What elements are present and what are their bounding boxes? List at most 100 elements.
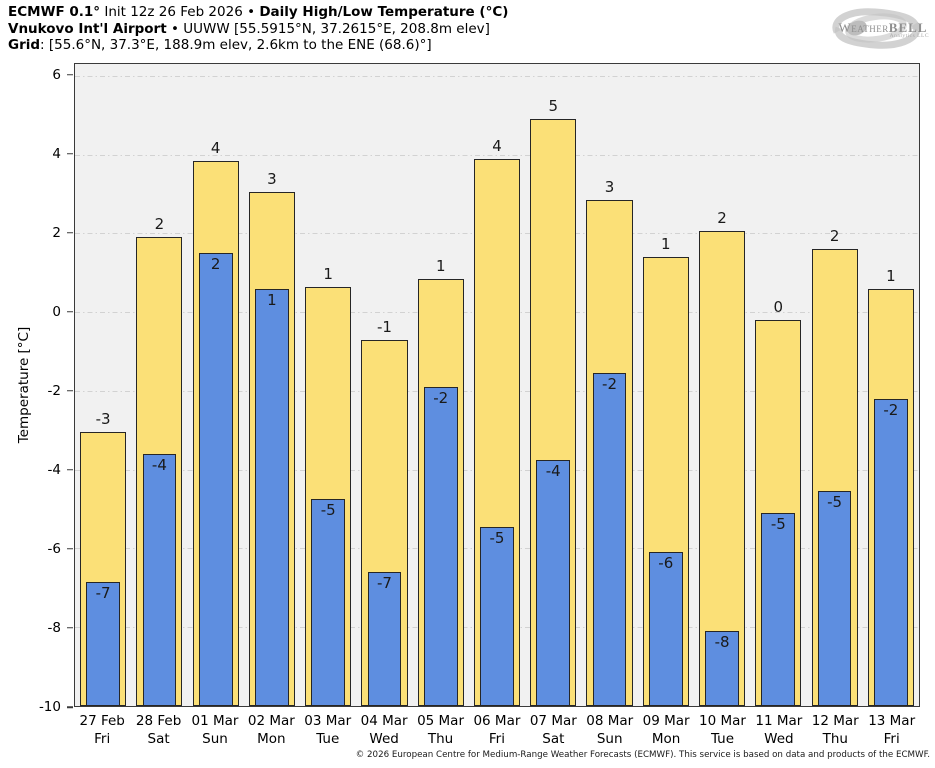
y-tick-mark-2 (67, 232, 73, 234)
low-bar-11-Mar (761, 513, 796, 706)
y-tick-label--8: -8 (47, 619, 61, 636)
x-tick-day: Tue (710, 731, 735, 747)
x-tick-day: Sun (596, 731, 623, 747)
x-tick-day: Fri (94, 731, 111, 747)
high-value-label: 3 (267, 170, 277, 189)
x-tick-date: 12 Mar (811, 713, 859, 729)
logo-subtitle: Analytics LLC (889, 33, 929, 39)
high-value-label: 2 (154, 215, 165, 234)
low-bar-13-Mar (873, 398, 908, 706)
x-tick-01-Mar: 01 Mar Sun (187, 712, 243, 748)
hurricane-swirl-icon (832, 8, 921, 49)
logo-part-bell: BELL (888, 20, 928, 35)
high-value-label: 3 (604, 177, 615, 196)
gridline-6 (75, 75, 919, 77)
header-line-3: Grid: [55.6°N, 37.3°E, 188.9m elev, 2.6k… (8, 37, 508, 54)
y-tick-label-2: 2 (52, 224, 61, 241)
low-bar-07-Mar (536, 459, 571, 706)
low-bar-06-Mar (480, 526, 514, 706)
weatherbell-logo: WeatherBELL Analytics LLC (823, 2, 931, 54)
model-name: ECMWF 0.1° (8, 4, 101, 20)
plot-area: -3 -7 2 -4 4 2 3 1 1 -5 -1 -7 1 -2 4 -5 5 -4 3 -2 1 -6 2 -8 0 -5 2… (74, 63, 920, 707)
low-bar-05-Mar (423, 386, 458, 706)
high-value-label: 4 (492, 136, 502, 155)
logo-wordmark: WeatherBELL (837, 20, 929, 36)
init-time: Init 12z 26 Feb 2026 • (100, 4, 260, 20)
x-tick-day: Thu (822, 731, 848, 747)
x-tick-04-Mar: 04 Mar Wed (356, 712, 412, 748)
low-bar-03-Mar (311, 499, 346, 706)
x-tick-day: Sat (542, 731, 565, 747)
x-tick-day: Mon (651, 731, 681, 747)
y-tick-label--10: -10 (38, 699, 61, 715)
x-tick-day: Mon (257, 731, 286, 747)
high-value-label: -3 (95, 410, 111, 429)
y-tick-mark--10 (67, 706, 73, 708)
x-tick-03-Mar: 03 Mar Tue (300, 712, 356, 748)
high-value-label: 1 (323, 264, 333, 283)
x-tick-day: Sat (147, 731, 170, 747)
x-tick-27-Feb: 27 Feb Fri (74, 712, 130, 748)
x-tick-date: 11 Mar (755, 713, 803, 729)
x-tick-date: 05 Mar (417, 713, 465, 729)
y-tick-mark--8 (67, 627, 73, 629)
x-tick-09-Mar: 09 Mar Mon (638, 712, 694, 748)
y-tick-label--6: -6 (47, 540, 61, 557)
high-value-label: 2 (717, 209, 727, 228)
y-tick-mark--4 (67, 469, 73, 471)
x-tick-13-Mar: 13 Mar Fri (863, 712, 919, 748)
gridline-4 (75, 154, 919, 156)
low-bar-08-Mar (592, 373, 627, 706)
header-line-1: ECMWF 0.1° Init 12z 26 Feb 2026 • Daily … (8, 4, 508, 21)
x-tick-12-Mar: 12 Mar Thu (807, 712, 863, 748)
x-tick-08-Mar: 08 Mar Sun (582, 712, 638, 748)
grid-label: Grid (8, 37, 41, 53)
logo-part-weather: Weather (838, 20, 889, 35)
chart-title: Daily High/Low Temperature (°C) (259, 4, 509, 20)
high-value-label: 0 (773, 298, 784, 317)
y-axis: 6 4 2 0 -2 -4 -6 -8 -10 (0, 63, 74, 715)
y-tick-label--2: -2 (47, 382, 61, 399)
low-bar-27-Feb (86, 581, 120, 706)
x-tick-date: 02 Mar (247, 713, 295, 729)
x-tick-date: 10 Mar (699, 713, 746, 729)
x-tick-day: Fri (883, 731, 900, 747)
high-value-label: 1 (886, 266, 896, 285)
x-tick-date: 04 Mar (360, 713, 408, 729)
header-line-2: Vnukovo Int'l Airport • UUWW [55.5915°N,… (8, 21, 508, 38)
y-tick-label-0: 0 (52, 303, 61, 320)
high-value-label: 2 (829, 227, 840, 246)
y-tick-mark-0 (67, 311, 73, 313)
low-bar-04-Mar (367, 572, 402, 706)
station-coords: • UUWW [55.5915°N, 37.2615°E, 208.8m ele… (166, 20, 490, 37)
high-value-label: 5 (548, 97, 559, 116)
x-tick-day: Sun (202, 731, 228, 747)
x-tick-06-Mar: 06 Mar Fri (469, 712, 525, 748)
x-tick-date: 27 Feb (79, 713, 125, 729)
low-bar-09-Mar (648, 552, 683, 706)
grid-coords: : [55.6°N, 37.3°E, 188.9m elev, 2.6km to… (40, 37, 432, 53)
x-axis-labels: 27 Feb Fri 28 Feb Sat 01 Mar Sun 02 Mar Mon 03 M… (74, 712, 920, 748)
y-tick-mark-6 (67, 74, 73, 76)
high-value-label: -1 (376, 317, 392, 336)
footer-credit: © 2026 European Centre for Medium-Range … (355, 750, 930, 760)
y-tick-label-4: 4 (52, 145, 61, 162)
x-tick-02-Mar: 02 Mar Mon (243, 712, 299, 748)
x-tick-date: 07 Mar (529, 713, 577, 729)
high-value-label: 1 (435, 256, 446, 275)
x-tick-28-Feb: 28 Feb Sat (130, 712, 186, 748)
x-tick-date: 28 Feb (135, 713, 182, 729)
low-bar-02-Mar (255, 288, 289, 706)
low-bar-10-Mar (705, 631, 739, 706)
y-tick-label-6: 6 (52, 66, 61, 83)
x-tick-day: Wed (369, 731, 399, 747)
x-tick-date: 01 Mar (191, 713, 239, 729)
x-tick-date: 03 Mar (304, 713, 352, 729)
y-tick-mark--2 (67, 390, 73, 392)
y-tick-label--4: -4 (47, 461, 61, 478)
x-tick-07-Mar: 07 Mar Sat (525, 712, 581, 748)
x-tick-date: 13 Mar (868, 713, 916, 729)
chart-header: ECMWF 0.1° Init 12z 26 Feb 2026 • Daily … (8, 4, 508, 54)
low-bar-12-Mar (817, 491, 852, 706)
high-value-label: 1 (661, 235, 671, 253)
